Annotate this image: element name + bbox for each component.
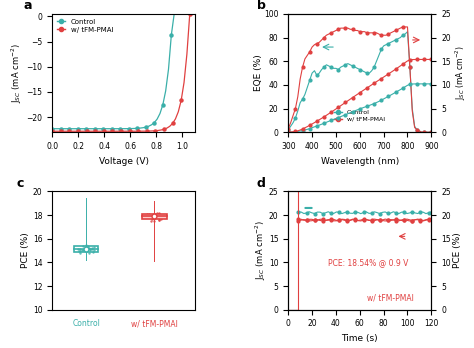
- Point: [90, 250, 97, 255]
- Point: [150, 218, 157, 223]
- Point: [79, 243, 87, 248]
- Point: [86, 250, 93, 256]
- Point: [83, 247, 91, 253]
- Y-axis label: J$_{SC}$ (mA cm$^{-2}$): J$_{SC}$ (mA cm$^{-2}$): [253, 221, 267, 280]
- Point: [86, 247, 94, 253]
- Point: [75, 248, 82, 253]
- Point: [76, 248, 83, 254]
- X-axis label: Wavelength (nm): Wavelength (nm): [321, 157, 399, 166]
- Point: [145, 211, 153, 217]
- Text: c: c: [17, 177, 24, 190]
- Point: [150, 215, 157, 221]
- Point: [155, 217, 163, 223]
- Y-axis label: PCE (%): PCE (%): [454, 233, 463, 268]
- Text: w/ tFM-PMAI: w/ tFM-PMAI: [367, 293, 414, 302]
- Point: [143, 212, 151, 217]
- Point: [90, 244, 98, 250]
- X-axis label: Time (s): Time (s): [341, 334, 378, 343]
- Y-axis label: J$_{SC}$ (mA cm$^{-2}$): J$_{SC}$ (mA cm$^{-2}$): [9, 43, 24, 103]
- Point: [76, 250, 84, 255]
- Point: [155, 217, 163, 223]
- Point: [157, 216, 164, 222]
- Point: [90, 247, 98, 253]
- Point: [149, 214, 157, 220]
- Point: [147, 218, 155, 224]
- Text: a: a: [24, 0, 32, 12]
- Bar: [74, 246, 99, 252]
- Y-axis label: EQE (%): EQE (%): [254, 55, 263, 92]
- Text: b: b: [257, 0, 265, 12]
- Point: [155, 211, 163, 217]
- Point: [155, 215, 163, 220]
- Point: [150, 215, 158, 221]
- Point: [85, 243, 92, 248]
- Point: [157, 214, 164, 220]
- Y-axis label: J$_{SC}$ (mA cm$^{-2}$): J$_{SC}$ (mA cm$^{-2}$): [454, 46, 468, 101]
- Point: [78, 247, 86, 253]
- Point: [148, 216, 155, 222]
- Point: [82, 242, 90, 248]
- Point: [155, 210, 163, 215]
- Legend: Control, w/ tFM-PMAI: Control, w/ tFM-PMAI: [333, 108, 386, 123]
- Point: [158, 214, 165, 220]
- Point: [147, 212, 155, 218]
- Legend: Control, w/ tFM-PMAI: Control, w/ tFM-PMAI: [55, 17, 115, 34]
- Point: [86, 247, 93, 252]
- Point: [154, 210, 161, 216]
- Point: [84, 246, 91, 251]
- Point: [88, 245, 96, 251]
- Point: [79, 247, 87, 253]
- Point: [82, 246, 90, 252]
- Text: PCE: 18.54% @ 0.9 V: PCE: 18.54% @ 0.9 V: [328, 258, 409, 267]
- Bar: [142, 214, 167, 219]
- Point: [76, 247, 84, 252]
- Point: [74, 246, 82, 251]
- Point: [83, 247, 91, 252]
- Text: d: d: [257, 177, 265, 190]
- Point: [151, 212, 158, 218]
- Point: [85, 245, 93, 251]
- Point: [81, 246, 89, 252]
- Y-axis label: PCE (%): PCE (%): [21, 233, 30, 268]
- Point: [148, 214, 155, 220]
- X-axis label: Voltage (V): Voltage (V): [99, 157, 149, 166]
- Point: [88, 246, 96, 252]
- Point: [82, 246, 90, 252]
